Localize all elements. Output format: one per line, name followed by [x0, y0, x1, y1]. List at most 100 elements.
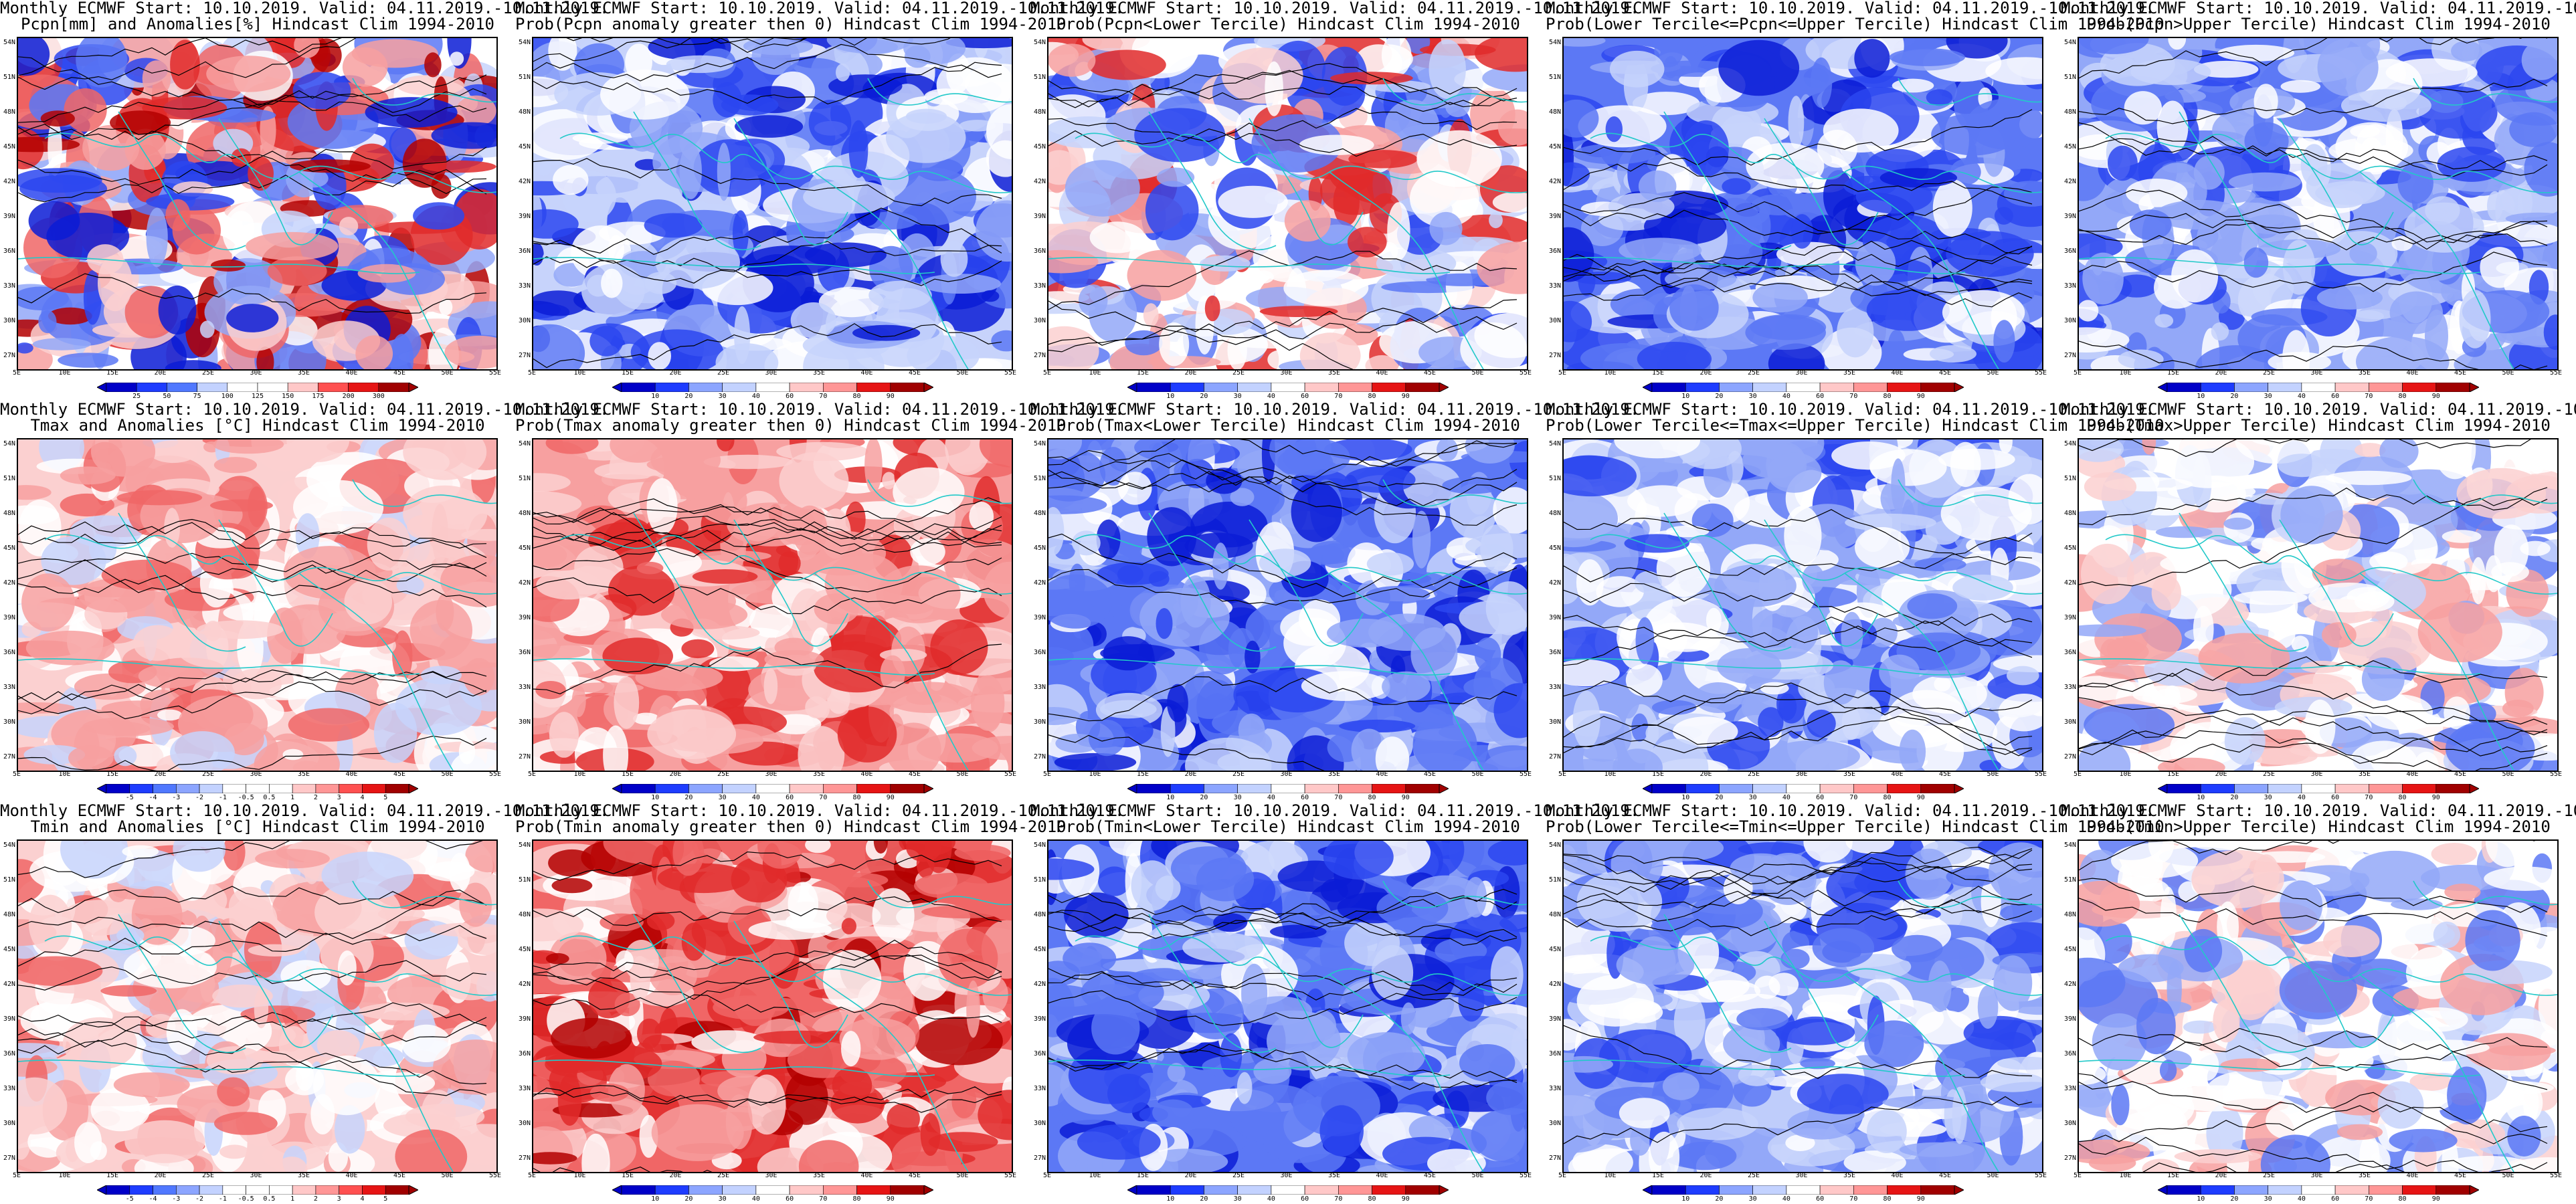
colorbar-tick-label: 80: [1883, 1195, 1892, 1203]
latitude-label: 54N: [1548, 440, 1561, 447]
latitude-label: 39N: [2063, 614, 2076, 621]
forecast-map: [532, 37, 1013, 371]
colorbar-tick-label: 25: [132, 393, 141, 400]
colorbar-tick-label: 30: [1233, 1195, 1242, 1203]
longitude-label: 5E: [1042, 1172, 1052, 1179]
forecast-map: [2078, 438, 2559, 772]
longitude-label: 15E: [1651, 369, 1665, 377]
latitude-label: 45N: [2063, 946, 2076, 953]
forecast-map: [1562, 438, 2043, 772]
colorbar: [1127, 784, 1449, 793]
longitude-label: 40E: [2406, 771, 2419, 778]
latitude-label: 48N: [518, 911, 531, 918]
colorbar-tick-label: 20: [1715, 1195, 1724, 1203]
colorbar-tick-label: 10: [2197, 393, 2205, 400]
colorbar-tick-label: 30: [1233, 393, 1242, 400]
longitude-label: 5E: [2073, 1172, 2082, 1179]
colorbar-tick-label: 60: [786, 1195, 794, 1203]
colorbar-tick-label: 70: [2365, 393, 2373, 400]
panel-title-line1: Monthly ECMWF Start: 10.10.2019. Valid: …: [1546, 0, 2155, 17]
longitude-label: 15E: [1651, 771, 1665, 778]
latitude-label: 45N: [2063, 544, 2076, 552]
longitude-label: 15E: [2167, 771, 2180, 778]
latitude-label: 33N: [518, 282, 531, 290]
latitude-label: 27N: [3, 1155, 15, 1162]
panel-title-line1: Monthly ECMWF Start: 10.10.2019. Valid: …: [515, 0, 1125, 17]
longitude-label: 25E: [201, 1172, 215, 1179]
latitude-label: 51N: [2063, 74, 2076, 81]
colorbar-tick-label: 90: [886, 393, 895, 400]
latitude-label: 51N: [2063, 876, 2076, 884]
latitude-label: 30N: [518, 317, 531, 324]
longitude-label: 50E: [956, 771, 969, 778]
latitude-label: 45N: [1033, 143, 1046, 150]
longitude-label: 5E: [1042, 771, 1052, 778]
latitude-label: 36N: [518, 1050, 531, 1058]
longitude-label: 10E: [2119, 1172, 2132, 1179]
latitude-label: 30N: [2063, 718, 2076, 726]
latitude-label: 39N: [3, 213, 15, 220]
longitude-label: 45E: [2454, 771, 2467, 778]
latitude-label: 48N: [1548, 108, 1561, 116]
map-panel-tmax-ut: Monthly ECMWF Start: 10.10.2019. Valid: …: [2061, 401, 2576, 803]
latitude-label: 33N: [2063, 684, 2076, 691]
latitude-label: 54N: [3, 440, 15, 447]
longitude-label: 50E: [1471, 369, 1484, 377]
colorbar-tick-label: 30: [2264, 393, 2272, 400]
colorbar-tick-label: 70: [1334, 794, 1343, 801]
colorbar-tick-label: 2: [313, 794, 318, 801]
forecast-map: [1562, 37, 2043, 371]
longitude-label: 5E: [2073, 771, 2082, 778]
longitude-label: 5E: [2073, 369, 2082, 377]
latitude-label: 42N: [1033, 981, 1046, 988]
longitude-label: 45E: [1423, 771, 1437, 778]
latitude-label: 54N: [518, 841, 531, 849]
longitude-label: 55E: [2549, 369, 2563, 377]
longitude-label: 20E: [1184, 369, 1197, 377]
latitude-label: 39N: [1033, 614, 1046, 621]
colorbar-tick-label: 10: [2197, 1195, 2205, 1203]
colorbar-tick-label: 10: [1166, 1195, 1175, 1203]
latitude-label: 36N: [2063, 247, 2076, 255]
panel-title-line1: Monthly ECMWF Start: 10.10.2019. Valid: …: [1030, 0, 1640, 17]
latitude-label: 45N: [2063, 143, 2076, 150]
longitude-label: 5E: [12, 771, 21, 778]
latitude-label: 36N: [1033, 247, 1046, 255]
colorbar-tick-label: 30: [1748, 1195, 1757, 1203]
longitude-label: 35E: [297, 771, 310, 778]
colorbar-tick-label: -0.5: [238, 1195, 254, 1203]
latitude-label: 45N: [518, 946, 531, 953]
latitude-label: 39N: [518, 213, 531, 220]
colorbar-tick-label: -2: [195, 794, 204, 801]
latitude-label: 54N: [2063, 440, 2076, 447]
colorbar-tick-label: 30: [1748, 393, 1757, 400]
latitude-label: 51N: [3, 475, 15, 482]
longitude-label: 45E: [393, 369, 406, 377]
latitude-label: 48N: [2063, 911, 2076, 918]
colorbar-tick-label: 80: [2398, 794, 2407, 801]
colorbar-tick-label: 70: [819, 393, 828, 400]
colorbar-tick-label: 90: [886, 794, 895, 801]
colorbar-tick-label: -3: [172, 1195, 181, 1203]
longitude-label: 30E: [1280, 1172, 1293, 1179]
latitude-label: 51N: [3, 876, 15, 884]
longitude-label: 25E: [1747, 369, 1760, 377]
longitude-label: 10E: [573, 771, 586, 778]
longitude-label: 35E: [1843, 771, 1856, 778]
colorbar-tick-label: 70: [819, 794, 828, 801]
colorbar: [612, 784, 933, 793]
colorbar-tick-label: 4: [360, 1195, 365, 1203]
latitude-label: 48N: [518, 108, 531, 116]
latitude-label: 42N: [518, 981, 531, 988]
longitude-label: 15E: [1136, 771, 1149, 778]
latitude-label: 54N: [1548, 39, 1561, 46]
map-panel-pcpn-gt0: Monthly ECMWF Start: 10.10.2019. Valid: …: [515, 0, 1125, 401]
colorbar-tick-label: 60: [2331, 393, 2340, 400]
longitude-label: 10E: [2119, 771, 2132, 778]
longitude-label: 35E: [812, 1172, 826, 1179]
latitude-label: 36N: [3, 649, 15, 656]
colorbar-tick-label: 40: [2297, 1195, 2306, 1203]
colorbar-tick-label: 3: [337, 1195, 341, 1203]
longitude-label: 30E: [250, 771, 262, 778]
colorbar-tick-label: -0.5: [238, 794, 254, 801]
